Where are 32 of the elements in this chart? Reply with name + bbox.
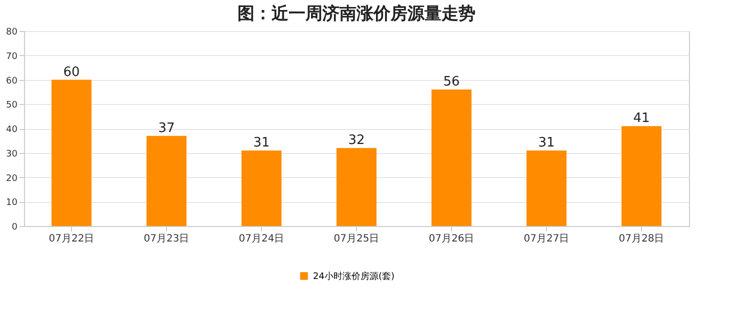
bar xyxy=(146,136,186,226)
x-tick-label: 07月24日 xyxy=(238,234,284,244)
y-tick-label: 30 xyxy=(6,149,18,160)
chart-title: 图：近一周济南涨价房源量走势 xyxy=(238,4,476,24)
legend-label: 24小时涨价房源(套) xyxy=(313,271,394,282)
y-tick-label: 60 xyxy=(6,76,18,86)
bar xyxy=(526,150,566,226)
y-tick-label: 80 xyxy=(6,28,18,38)
data-label: 60 xyxy=(63,64,80,80)
data-label: 41 xyxy=(633,111,650,126)
data-label: 31 xyxy=(253,135,270,150)
x-tick-label: 07月26日 xyxy=(428,234,474,244)
bar xyxy=(432,90,472,226)
bar xyxy=(242,150,282,226)
x-tick-label: 07月25日 xyxy=(334,234,380,244)
bar xyxy=(52,80,92,226)
data-label: 31 xyxy=(538,135,555,150)
y-tick-label: 20 xyxy=(6,174,18,184)
y-tick-label: 70 xyxy=(6,52,18,62)
x-tick-label: 07月22日 xyxy=(48,234,94,244)
y-tick-label: 40 xyxy=(6,125,18,135)
x-tick-label: 07月23日 xyxy=(144,234,190,244)
y-tick-label: 0 xyxy=(12,222,18,232)
bar xyxy=(622,126,662,226)
data-label: 32 xyxy=(348,133,365,148)
x-tick-label: 07月28日 xyxy=(618,234,664,244)
bar xyxy=(336,148,376,226)
y-tick-label: 10 xyxy=(6,198,18,208)
y-tick-label: 50 xyxy=(6,100,18,111)
x-tick-label: 07月27日 xyxy=(524,234,570,244)
data-label: 37 xyxy=(158,120,175,136)
data-label: 56 xyxy=(443,74,460,90)
